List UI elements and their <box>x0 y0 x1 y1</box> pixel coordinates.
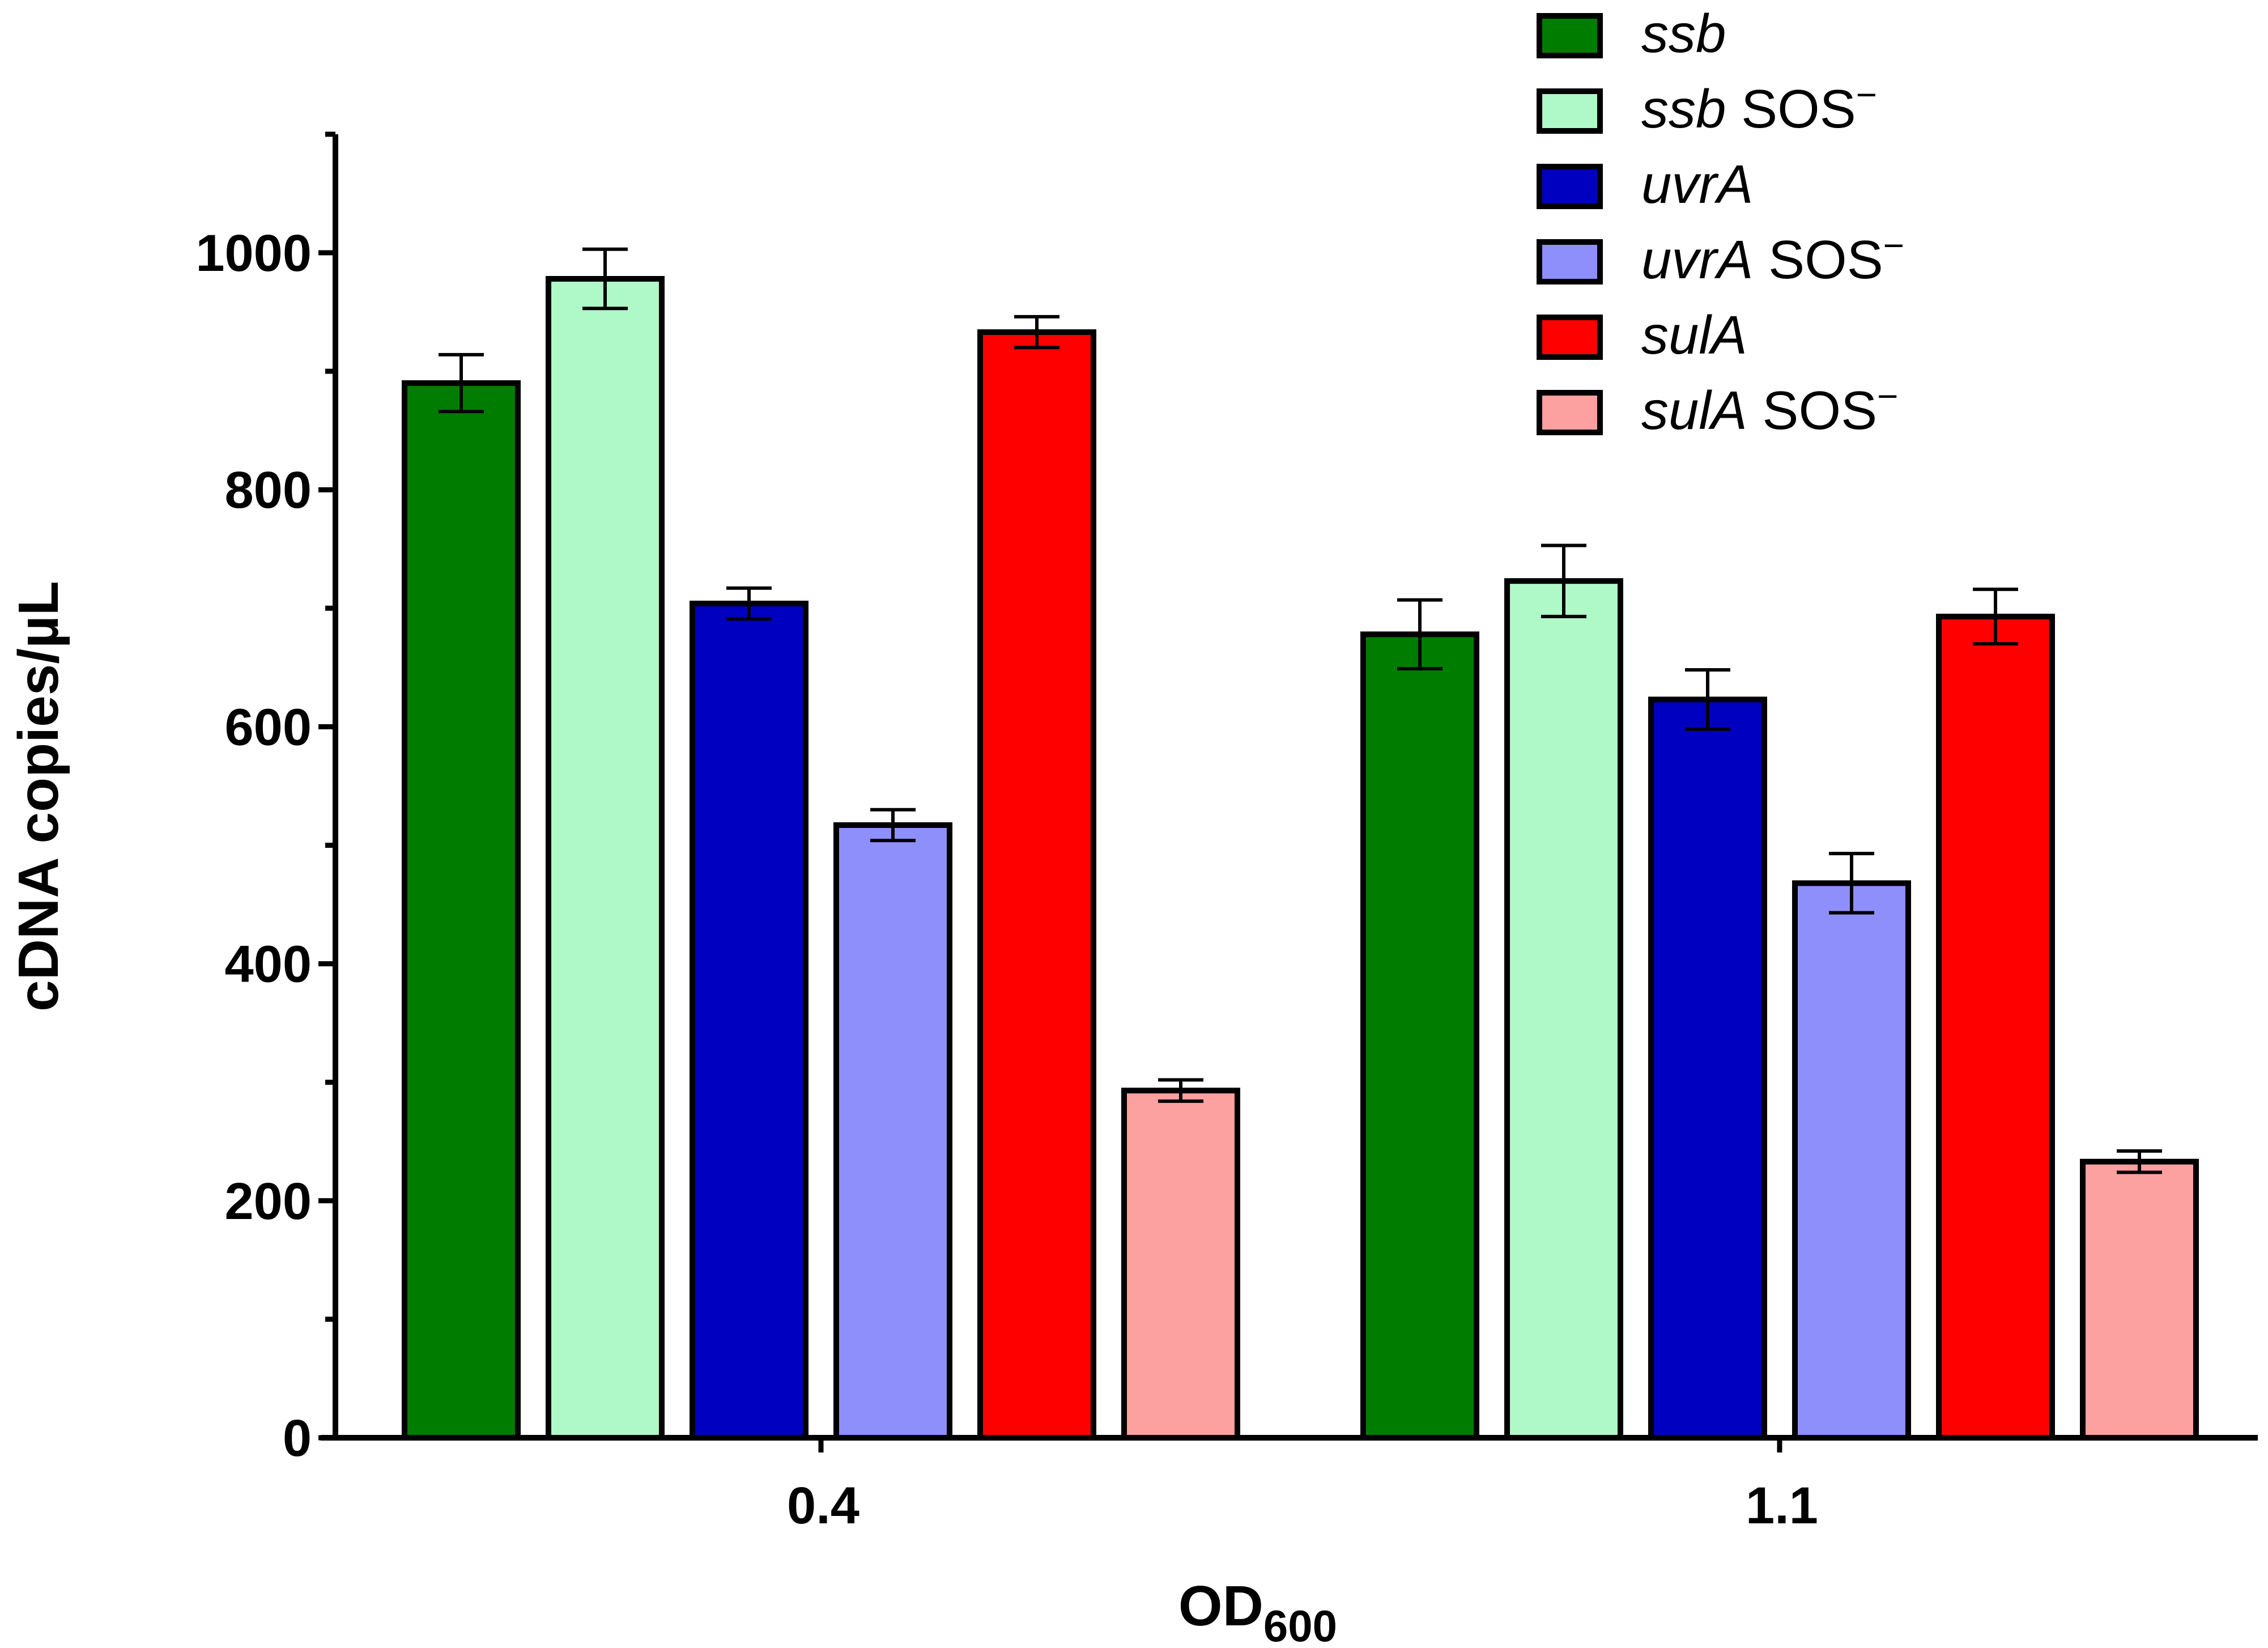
error-bar-uvrA-1.1 <box>1685 668 1730 731</box>
y-tick-label: 800 <box>225 461 312 519</box>
legend-swatch-uvrA <box>1537 164 1603 209</box>
error-bar-ssb-1.1 <box>1397 598 1443 670</box>
y-tick-label: 400 <box>225 936 312 993</box>
error-bar-uvrA-sos-1.1 <box>1829 852 1874 915</box>
legend-swatch-sulA-sos <box>1537 390 1603 435</box>
bar-uvrA-0.4 <box>690 600 809 1441</box>
bar-ssb-sos-1.1 <box>1504 578 1623 1441</box>
legend-label-uvrA-sos: uvrA SOS− <box>1641 225 1904 290</box>
y-tick-label: 200 <box>225 1173 312 1230</box>
bars-group <box>402 276 2199 1441</box>
legend-label-sulA-sos: sulA SOS− <box>1641 376 1899 441</box>
legend-label-ssb-sos: ssb SOS− <box>1641 74 1877 139</box>
bar-ssb-1.1 <box>1360 631 1479 1441</box>
x-axis-title-subscript: 600 <box>1263 1601 1337 1648</box>
legend-swatch-ssb-sos <box>1537 88 1603 134</box>
axes-group: 0 200 400 600 800 1000 0.4 1.1 <box>195 131 2258 1535</box>
x-tick-label: 0.4 <box>787 1477 859 1535</box>
legend: ssb ssb SOS− uvrA uvrA SOS− sulA sulA SOS− <box>1537 3 1904 441</box>
bar-uvrA-1.1 <box>1648 696 1767 1441</box>
legend-swatch-sulA <box>1537 315 1603 360</box>
y-tick-label: 0 <box>283 1409 312 1467</box>
x-tick-label: 1.1 <box>1746 1477 1818 1535</box>
legend-label-sulA: sulA <box>1641 305 1747 366</box>
bar-sulA-0.4 <box>977 329 1096 1441</box>
error-bar-ssb-0.4 <box>439 352 484 414</box>
error-bars-group <box>439 247 2162 1174</box>
legend-swatch-uvrA-sos <box>1537 239 1603 284</box>
bar-uvrA-sos-1.1 <box>1792 880 1911 1441</box>
bar-sulA-sos-0.4 <box>1121 1088 1240 1441</box>
y-axis-title: cDNA copies/µL <box>7 581 70 1012</box>
x-axis-title-main: OD <box>1178 1574 1263 1638</box>
legend-label-ssb: ssb <box>1641 3 1726 64</box>
error-bar-uvrA-0.4 <box>726 586 772 621</box>
error-bar-sulA-sos-1.1 <box>2117 1149 2162 1174</box>
bar-ssb-0.4 <box>402 380 521 1441</box>
y-tick-label: 1000 <box>195 224 312 282</box>
x-axis-title: OD600 <box>1178 1574 1337 1648</box>
bar-uvrA-sos-0.4 <box>833 822 952 1441</box>
bar-ssb-sos-0.4 <box>546 276 665 1441</box>
bar-sulA-1.1 <box>1936 613 2055 1441</box>
y-tick-label: 600 <box>225 698 312 756</box>
bar-sulA-sos-1.1 <box>2080 1158 2199 1441</box>
legend-label-uvrA: uvrA <box>1641 154 1753 215</box>
error-bar-ssb-sos-1.1 <box>1541 543 1586 618</box>
error-bar-ssb-sos-0.4 <box>582 247 628 311</box>
error-bar-sulA-1.1 <box>1973 587 2018 646</box>
error-bar-sulA-sos-0.4 <box>1158 1078 1203 1103</box>
legend-swatch-ssb <box>1537 13 1603 58</box>
error-bar-uvrA-sos-0.4 <box>870 808 916 843</box>
error-bar-sulA-0.4 <box>1014 315 1059 350</box>
